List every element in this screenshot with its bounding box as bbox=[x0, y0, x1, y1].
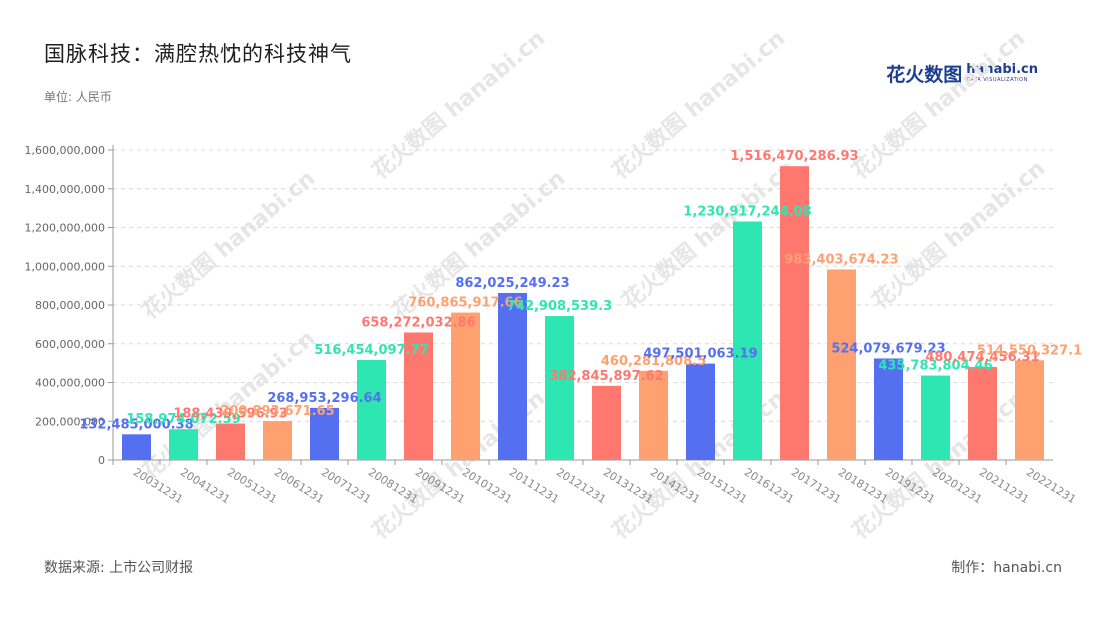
x-tick-label: 20121231 bbox=[554, 466, 608, 507]
bar bbox=[122, 434, 151, 460]
bar bbox=[545, 316, 574, 460]
watermark-text: 花火数图 hanabi.cn bbox=[367, 25, 550, 184]
value-label: 268,953,296.64 bbox=[267, 391, 381, 406]
x-tick-label: 20111231 bbox=[507, 466, 561, 507]
bar-layer bbox=[122, 166, 1044, 460]
value-label: 435,783,804.46 bbox=[878, 359, 992, 374]
bar bbox=[780, 166, 809, 460]
y-tick-label: 1,200,000,000 bbox=[25, 222, 105, 235]
value-label: 200,893,671.65 bbox=[220, 404, 334, 419]
data-source: 数据来源: 上市公司财报 bbox=[44, 560, 194, 576]
value-label: 1,516,470,286.93 bbox=[730, 149, 858, 164]
unit-label: 单位: 人民币 bbox=[44, 90, 112, 104]
bar bbox=[639, 370, 668, 460]
value-label: 188,439,596.93 bbox=[173, 406, 287, 421]
x-tick-label: 20181231 bbox=[836, 466, 890, 507]
watermark-text: 花火数图 hanabi.cn bbox=[617, 155, 800, 314]
y-tick-label: 600,000,000 bbox=[35, 338, 105, 351]
bar bbox=[357, 359, 386, 460]
value-label: 983,403,674.23 bbox=[784, 252, 898, 267]
credit: 制作：hanabi.cn bbox=[951, 560, 1062, 576]
bar bbox=[686, 363, 715, 460]
bar bbox=[827, 269, 856, 460]
value-label: 382,845,897.62 bbox=[549, 369, 663, 384]
value-label: 658,272,032.86 bbox=[361, 315, 475, 330]
logo-sub-text: DATA VISUALIZATION bbox=[966, 76, 1028, 83]
value-label: 460,281,808.5 bbox=[601, 354, 706, 369]
bar bbox=[1015, 360, 1044, 460]
x-tick-label: 20131231 bbox=[601, 466, 655, 507]
y-tick-label: 400,000,000 bbox=[35, 377, 105, 390]
value-label: 1,230,917,244.08 bbox=[683, 205, 811, 220]
value-label: 742,908,539.3 bbox=[507, 299, 612, 314]
x-tick-label: 20161231 bbox=[742, 466, 796, 507]
x-tick-label: 20051231 bbox=[225, 466, 279, 507]
y-tick-label: 1,400,000,000 bbox=[25, 183, 105, 196]
x-tick-label: 20201231 bbox=[930, 466, 984, 507]
y-tick-label: 0 bbox=[98, 454, 105, 467]
bar bbox=[498, 292, 527, 460]
bar bbox=[169, 429, 198, 460]
y-tick-label: 800,000,000 bbox=[35, 299, 105, 312]
bar bbox=[592, 385, 621, 460]
x-tick-label: 20221231 bbox=[1024, 466, 1078, 507]
y-tick-label: 1,000,000,000 bbox=[25, 260, 105, 273]
bar bbox=[921, 375, 950, 460]
x-tick-label: 20211231 bbox=[977, 466, 1031, 507]
value-label: 480,474,456.31 bbox=[925, 350, 1039, 365]
y-tick-label: 1,600,000,000 bbox=[25, 144, 105, 157]
value-label-layer: 132,485,000.38158,974,072.59188,439,596.… bbox=[79, 149, 1082, 432]
bar bbox=[263, 421, 292, 460]
chart-title: 国脉科技：满腔热忱的科技神气 bbox=[44, 42, 352, 66]
bar bbox=[874, 358, 903, 460]
y-tick-label: 200,000,000 bbox=[35, 415, 105, 428]
bar bbox=[733, 221, 762, 460]
x-tick-label: 20041231 bbox=[178, 466, 232, 507]
x-tick-label: 20061231 bbox=[272, 466, 326, 507]
value-label: 760,865,917.66 bbox=[408, 296, 522, 311]
value-label: 158,974,072.59 bbox=[126, 412, 240, 427]
value-label: 514,550,327.1 bbox=[977, 343, 1082, 358]
x-tick-label: 20081231 bbox=[366, 466, 420, 507]
bar bbox=[310, 407, 339, 460]
bar bbox=[404, 332, 433, 460]
value-label: 132,485,000.38 bbox=[79, 417, 193, 432]
x-tick-label: 20101231 bbox=[460, 466, 514, 507]
x-tick-label: 20171231 bbox=[789, 466, 843, 507]
value-label: 516,454,097.77 bbox=[314, 343, 428, 358]
x-tick-label: 20151231 bbox=[695, 466, 749, 507]
bar bbox=[216, 423, 245, 460]
watermark-text: 花火数图 hanabi.cn bbox=[867, 155, 1050, 314]
value-label: 497,501,063.19 bbox=[643, 347, 757, 362]
bar bbox=[968, 366, 997, 460]
bar bbox=[451, 312, 480, 460]
value-label: 862,025,249.23 bbox=[455, 276, 569, 291]
x-tick-label: 20071231 bbox=[319, 466, 373, 507]
logo-cn-text: 花火数图 bbox=[886, 63, 963, 86]
watermark-text: 花火数图 hanabi.cn bbox=[847, 25, 1030, 184]
watermark-layer: 花火数图 hanabi.cn 花火数图 hanabi.cn 花火数图 hanabi.… bbox=[137, 25, 1050, 544]
logo-en-text: hanabi.cn bbox=[966, 61, 1038, 77]
value-label: 524,079,679.23 bbox=[831, 341, 945, 356]
brand-logo[interactable]: 花火数图 hanabi.cn DATA VISUALIZATION bbox=[886, 58, 1038, 88]
